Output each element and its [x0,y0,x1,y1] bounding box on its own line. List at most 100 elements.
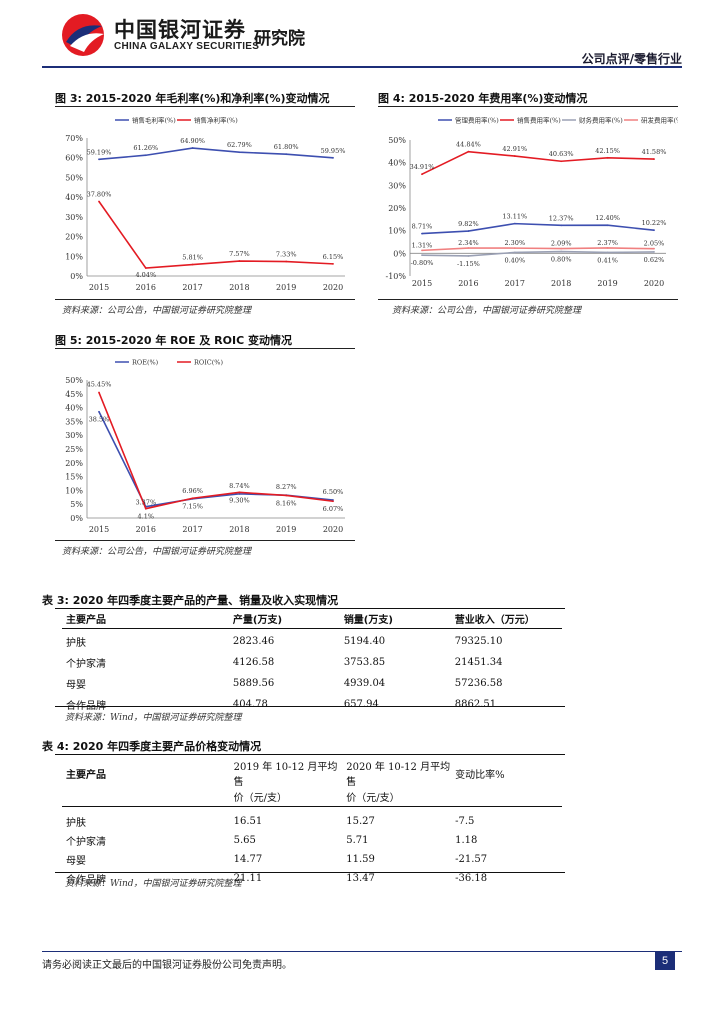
data-point [98,158,100,161]
data-label: 59.19% [87,148,112,156]
data-point [98,391,100,394]
series-line [98,201,334,269]
data-label: 64.90% [180,137,205,145]
figure-5-source: 资料来源：公司公告，中国银河证券研究院整理 [62,547,252,557]
series-line [421,222,655,235]
institute-label: 研究院 [254,29,305,49]
data-point [238,260,241,262]
table-cell: 14.77 [233,854,263,865]
legend-label: 销售费用率(%) [517,116,561,125]
y-tick-label: 60% [65,154,83,163]
report-category: 公司点评/零售行业 [581,52,682,66]
x-tick-label: 2015 [89,525,109,534]
legend-label: ROE(%) [132,359,159,367]
figure-3-source: 资料来源：公司公告，中国银河证券研究院整理 [62,306,252,316]
data-point [332,156,334,159]
y-tick-label: 50% [388,136,406,145]
table-header-cell: 2020 年 10-12 月平均售 [346,762,451,788]
data-point [653,247,655,250]
table-cell: 21.11 [233,873,263,884]
data-label: 2.09% [551,240,572,248]
series-line [98,392,334,510]
data-label: 2.34% [458,239,479,247]
table-header-row: 价（元/支） 价（元/支） [62,788,562,806]
data-label: 41.58% [642,148,667,156]
data-label: 12.40% [595,214,620,222]
table-cell: 2823.46 [232,636,275,647]
y-tick-label: 50% [65,376,83,385]
y-tick-label: 40% [65,193,83,202]
table-cell: 657.94 [343,699,379,710]
y-tick-label: 15% [65,473,83,482]
legend-label: 财务费用率(%) [579,116,623,125]
data-label: 8.74% [229,482,250,490]
data-point [98,200,100,203]
table-cell: 护肤 [66,818,86,829]
y-tick-label: 70% [65,134,83,143]
y-tick-label: 30% [65,431,83,440]
data-label: 0.62% [644,256,665,264]
y-tick-label: 5% [70,500,83,509]
figure-4-source: 资料来源：公司公告，中国银河证券研究院整理 [392,306,582,316]
figure-4-chart: -10% 0% 10% 20% 30% 40% 50% 2015 2016 2017 2018 201… [386,116,678,289]
table-4-top-rule [55,754,565,755]
figure-5-rule [55,348,355,349]
table-cell: 8862.51 [454,699,497,710]
data-point [560,250,563,253]
data-label: 45.45% [87,381,112,389]
legend-label: 销售毛利率(%) [132,116,176,125]
y-tick-label: 20% [65,459,83,468]
x-tick-label: 2017 [182,525,202,534]
data-label: 3.37% [135,499,156,507]
x-tick-label: 2020 [644,279,664,288]
table-cell: 57236.58 [454,678,503,689]
data-label: 37.80% [87,190,112,198]
data-point [144,507,147,510]
data-point [191,147,194,149]
figure-3-title: 图 3: 2015-2020 年毛利率(%)和净利率(%)变动情况 [55,92,330,105]
data-point [467,247,470,249]
series-line [98,411,334,508]
data-label: -1.15% [457,260,480,268]
data-label: 42.15% [595,147,620,155]
data-point [285,153,288,156]
data-label: 13.11% [502,213,527,221]
data-label: 42.91% [502,145,527,153]
table-row: 护肤 2823.46 5194.40 79325.10 [62,631,562,652]
y-tick-label: 0% [70,514,83,523]
table-header-row: 主要产品 产量(万支) 销量(万支) 营业收入（万元） [62,610,562,628]
data-label: 0.40% [504,256,525,264]
series-line [421,150,655,175]
table-cell: 1.18 [455,835,478,846]
data-point [285,260,288,263]
table-row: 母婴 5889.56 4939.04 57236.58 [62,673,562,694]
y-tick-label: -10% [386,272,407,281]
table-cell: 13.47 [346,873,375,884]
figure-4-bottom-rule [378,299,678,300]
data-label: 0.80% [551,256,572,264]
figure-3-bottom-rule [55,299,355,300]
data-label: -0.80% [411,259,434,267]
data-label: 2.05% [644,240,665,248]
table-cell: 5194.40 [343,636,386,647]
table-header-cell [451,788,562,806]
x-tick-label: 2018 [229,525,249,534]
x-tick-label: 2019 [276,283,296,292]
legend-label: 销售净利率(%) [194,116,238,125]
data-point [421,254,423,257]
table-3-title: 表 3: 2020 年四季度主要产品的产量、销量及收入实现情况 [42,594,339,607]
y-tick-label: 45% [65,390,83,399]
data-label: 44.84% [456,141,481,149]
data-label: 61.26% [133,144,158,152]
table-cell: 母婴 [66,856,86,867]
footer-disclaimer: 请务必阅读正文最后的中国银河证券股份公司免责声明。 [42,960,292,971]
data-point [332,262,334,265]
table-row: 母婴 14.77 11.59 -21.57 [62,850,562,869]
data-point [98,410,100,413]
table-cell: 21451.34 [454,657,503,668]
y-tick-label: 30% [388,181,406,190]
data-point [467,255,470,257]
series-line [98,147,334,161]
data-label: 7.57% [229,250,250,258]
data-label: 9.82% [458,220,479,228]
